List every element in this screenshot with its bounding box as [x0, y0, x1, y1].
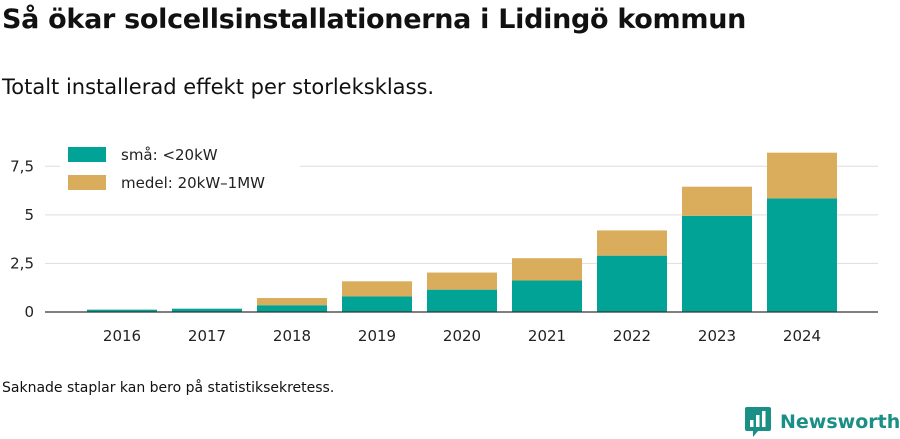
y-tick-label: 5: [24, 206, 34, 224]
bar-segment-medium: [767, 152, 837, 199]
footnote: Saknade staplar kan bero på statistiksek…: [2, 380, 335, 396]
x-tick-label: 2018: [273, 327, 311, 345]
bar-segment-medium: [512, 258, 582, 281]
x-tick-label: 2023: [698, 327, 736, 345]
x-tick-label: 2017: [188, 327, 226, 345]
bar-segment-small: [767, 198, 837, 312]
bar-segment-medium: [597, 230, 667, 256]
legend-label: medel: 20kW–1MW: [121, 174, 265, 192]
y-tick-label: 0: [24, 303, 34, 321]
newsworthy-logo-icon: [745, 407, 771, 437]
legend-swatch-small: [68, 147, 106, 162]
bar-segment-small: [512, 280, 582, 312]
bar-segment-small: [257, 305, 327, 312]
brand-name: Newsworthy: [780, 411, 900, 433]
bar-segment-small: [682, 215, 752, 312]
chart-subtitle: Totalt installerad effekt per storlekskl…: [2, 75, 435, 99]
stacked-bar-chart: 0 2,5 5 7,5 2016 2017 2018 2019 2020 2021 2022 2023…: [10, 146, 878, 345]
legend-label: små: <20kW: [121, 146, 218, 164]
bar-segment-small: [597, 255, 667, 312]
bar-segment-medium: [682, 186, 752, 216]
bar-segment-medium: [257, 298, 327, 306]
x-tick-label: 2020: [443, 327, 481, 345]
x-tick-label: 2021: [528, 327, 566, 345]
bar-segment-medium: [342, 281, 412, 297]
bar-segment-medium: [427, 272, 497, 290]
bar-segment-small: [172, 308, 242, 312]
brand: Newsworthy: [744, 406, 900, 438]
legend-swatch-medium: [68, 175, 106, 190]
bar-segment-small: [87, 309, 157, 312]
x-tick-label: 2016: [103, 327, 141, 345]
x-tick-label: 2024: [783, 327, 821, 345]
y-tick-label: 2,5: [10, 254, 34, 272]
chart-title: Så ökar solcellsinstallationerna i Lidin…: [2, 4, 747, 35]
x-tick-label: 2022: [613, 327, 651, 345]
y-tick-label: 7,5: [10, 157, 34, 175]
x-tick-label: 2019: [358, 327, 396, 345]
bar-segment-small: [342, 296, 412, 312]
bar-segment-small: [427, 289, 497, 312]
